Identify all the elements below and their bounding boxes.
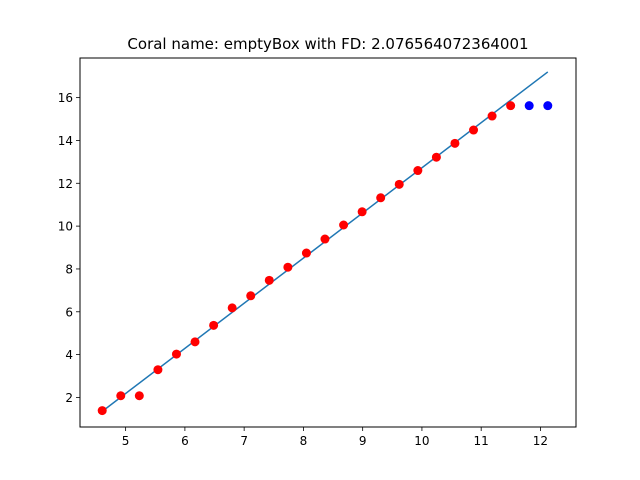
red-data-point [413,166,423,176]
red-data-point [97,406,107,416]
red-data-point [134,391,144,401]
blue-data-point [524,101,534,111]
red-data-point [506,101,516,111]
red-data-point [283,262,293,272]
red-data-point [376,193,386,203]
red-data-point [246,291,256,301]
y-tick-label: 12 [58,177,73,191]
red-data-point [190,337,200,347]
red-data-point [357,207,367,217]
chart-title: Coral name: emptyBox with FD: 2.07656407… [127,35,528,53]
x-tick-label: 5 [122,434,130,448]
red-data-point [394,179,404,189]
y-tick-label: 6 [65,305,73,319]
y-tick-label: 10 [58,220,73,234]
x-tick-label: 12 [533,434,548,448]
x-tick-label: 8 [300,434,308,448]
red-data-point [469,125,479,135]
red-data-point [301,248,311,258]
plot-frame [79,57,577,428]
y-tick-label: 16 [58,91,73,105]
red-data-point [227,303,237,313]
red-data-point [209,320,219,330]
red-data-point [264,275,274,285]
blue-data-point [543,101,553,111]
y-tick-label: 2 [65,391,73,405]
y-tick-label: 4 [65,348,73,362]
red-data-point [487,111,497,121]
red-data-point [450,138,460,148]
x-tick-label: 7 [240,434,248,448]
x-tick-label: 9 [359,434,367,448]
red-data-point [116,391,126,401]
red-data-point [171,349,181,359]
y-tick-label: 14 [58,134,73,148]
y-tick-label: 8 [65,262,73,276]
x-tick-label: 11 [474,434,489,448]
x-tick-label: 6 [181,434,189,448]
red-data-point [320,234,330,244]
red-data-point [431,152,441,162]
red-data-point [153,365,163,375]
x-tick-label: 10 [414,434,429,448]
red-data-point [339,220,349,230]
